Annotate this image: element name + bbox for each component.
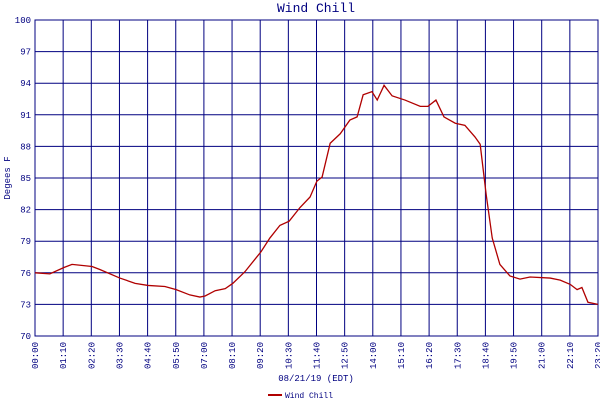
x-tick-label: 12:50 <box>341 342 351 369</box>
legend-label: Wind Chill <box>285 392 333 400</box>
x-tick-label: 00:00 <box>31 342 41 369</box>
plot-border <box>34 19 599 337</box>
x-tick-label: 01:10 <box>59 342 69 369</box>
x-tick-label: 11:40 <box>313 342 323 369</box>
y-tick-label: 76 <box>20 269 31 279</box>
x-tick-label: 21:00 <box>538 342 548 369</box>
x-tick-label: 07:00 <box>200 342 210 369</box>
y-tick-label: 91 <box>20 111 31 121</box>
y-tick-label: 70 <box>20 332 31 342</box>
x-tick-label: 15:10 <box>397 342 407 369</box>
x-tick-label: 10:30 <box>284 342 294 369</box>
y-tick-label: 82 <box>20 206 31 216</box>
x-tick-label: 23:20 <box>594 342 600 369</box>
x-tick-label: 08:10 <box>228 342 238 369</box>
y-tick-label: 94 <box>20 79 31 89</box>
x-tick-label: 03:30 <box>115 342 125 369</box>
x-tick-label: 16:20 <box>425 342 435 369</box>
x-tick-label: 17:30 <box>453 342 463 369</box>
x-tick-label: 02:20 <box>87 342 97 369</box>
x-tick-label: 14:00 <box>369 342 379 369</box>
data-line <box>34 84 599 306</box>
y-tick-label: 100 <box>15 16 31 26</box>
y-tick-label: 97 <box>20 48 31 58</box>
y-tick-label: 88 <box>20 142 31 152</box>
y-tick-label: 73 <box>20 300 31 310</box>
x-axis-title: 08/21/19 (EDT) <box>278 374 354 384</box>
y-tick-label: 85 <box>20 174 31 184</box>
x-tick-label: 18:40 <box>481 342 491 369</box>
x-tick-label: 19:50 <box>510 342 520 369</box>
y-tick-label: 79 <box>20 237 31 247</box>
x-tick-label: 04:40 <box>144 342 154 369</box>
y-axis-title: Degees F <box>3 156 13 199</box>
x-tick-label: 22:10 <box>566 342 576 369</box>
chart-title: Wind Chill <box>277 1 355 16</box>
x-tick-label: 09:20 <box>256 342 266 369</box>
x-tick-label: 05:50 <box>172 342 182 369</box>
